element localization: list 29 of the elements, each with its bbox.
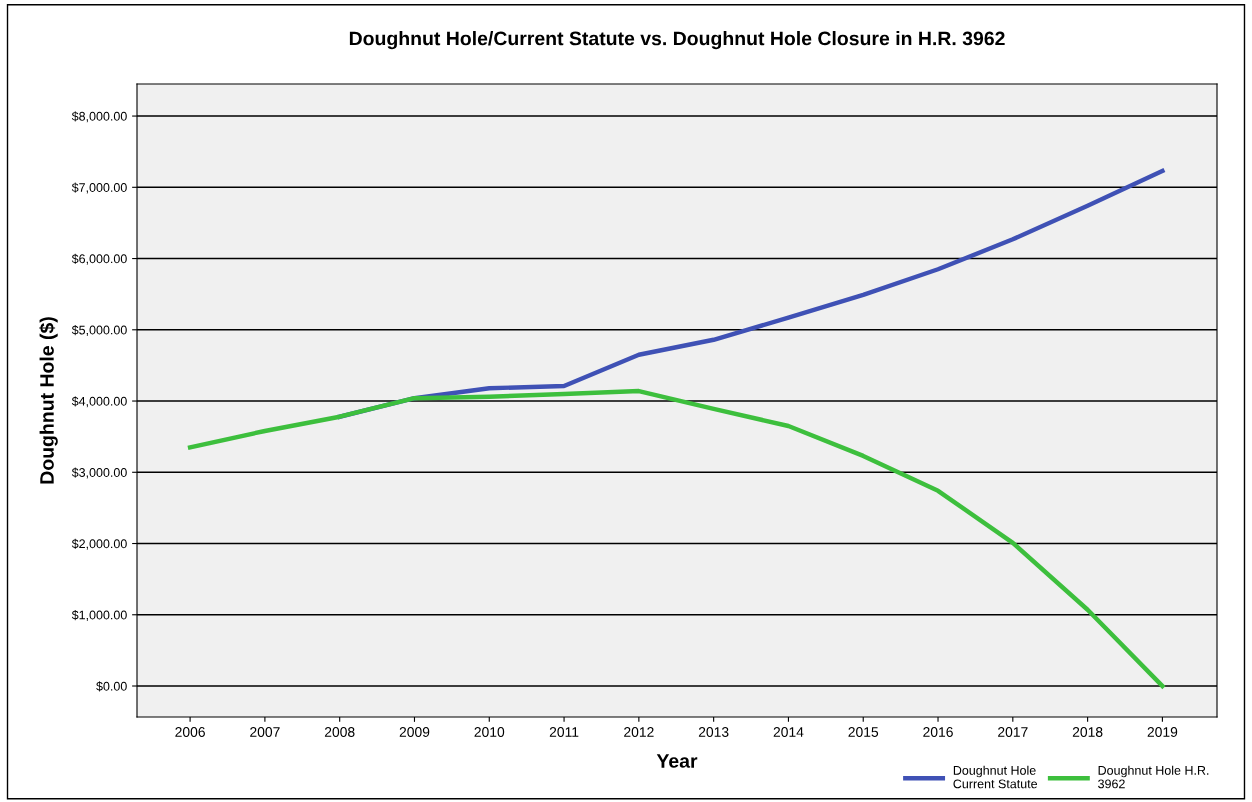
y-tick-label: $3,000.00	[71, 467, 127, 479]
x-tick-label: 2011	[549, 727, 579, 737]
legend-label: Doughnut Hole Current Statute	[953, 765, 1038, 789]
chart-title: Doughnut Hole/Current Statute vs. Doughnut Hole Closure in H.R. 3962	[349, 31, 1005, 50]
y-tick-label: $2,000.00	[71, 538, 127, 550]
x-tick-label: 2019	[1147, 727, 1178, 737]
y-tick-label: $6,000.00	[71, 253, 127, 265]
x-tick-label: 2015	[848, 727, 879, 737]
y-tick-label: $7,000.00	[71, 182, 127, 194]
x-tick-label: 2013	[698, 727, 729, 737]
x-axis-title: Year	[656, 754, 698, 768]
x-tick-label: 2016	[923, 727, 953, 737]
x-tick-label: 2014	[773, 727, 804, 737]
x-tick-label: 2012	[624, 727, 654, 737]
x-tick-label: 2010	[474, 727, 505, 737]
y-axis-title: Doughnut Hole ($)	[39, 317, 58, 484]
y-tick-label: $8,000.00	[71, 111, 127, 123]
x-tick-label: 2007	[250, 727, 280, 737]
line-series	[187, 388, 1165, 689]
legend-label: Doughnut Hole H.R. 3962	[1098, 765, 1209, 789]
y-tick-label: $1,000.00	[71, 610, 127, 621]
x-tick-label: 2017	[998, 727, 1028, 737]
y-tick-label: $0.00	[96, 681, 127, 692]
y-tick-label: $5,000.00	[71, 325, 127, 336]
y-tick-label: $4,000.00	[71, 396, 127, 408]
x-tick-label: 2008	[324, 727, 355, 737]
x-tick-label: 2018	[1072, 727, 1103, 737]
x-tick-label: 2009	[399, 727, 430, 737]
x-tick-label: 2006	[175, 727, 205, 737]
